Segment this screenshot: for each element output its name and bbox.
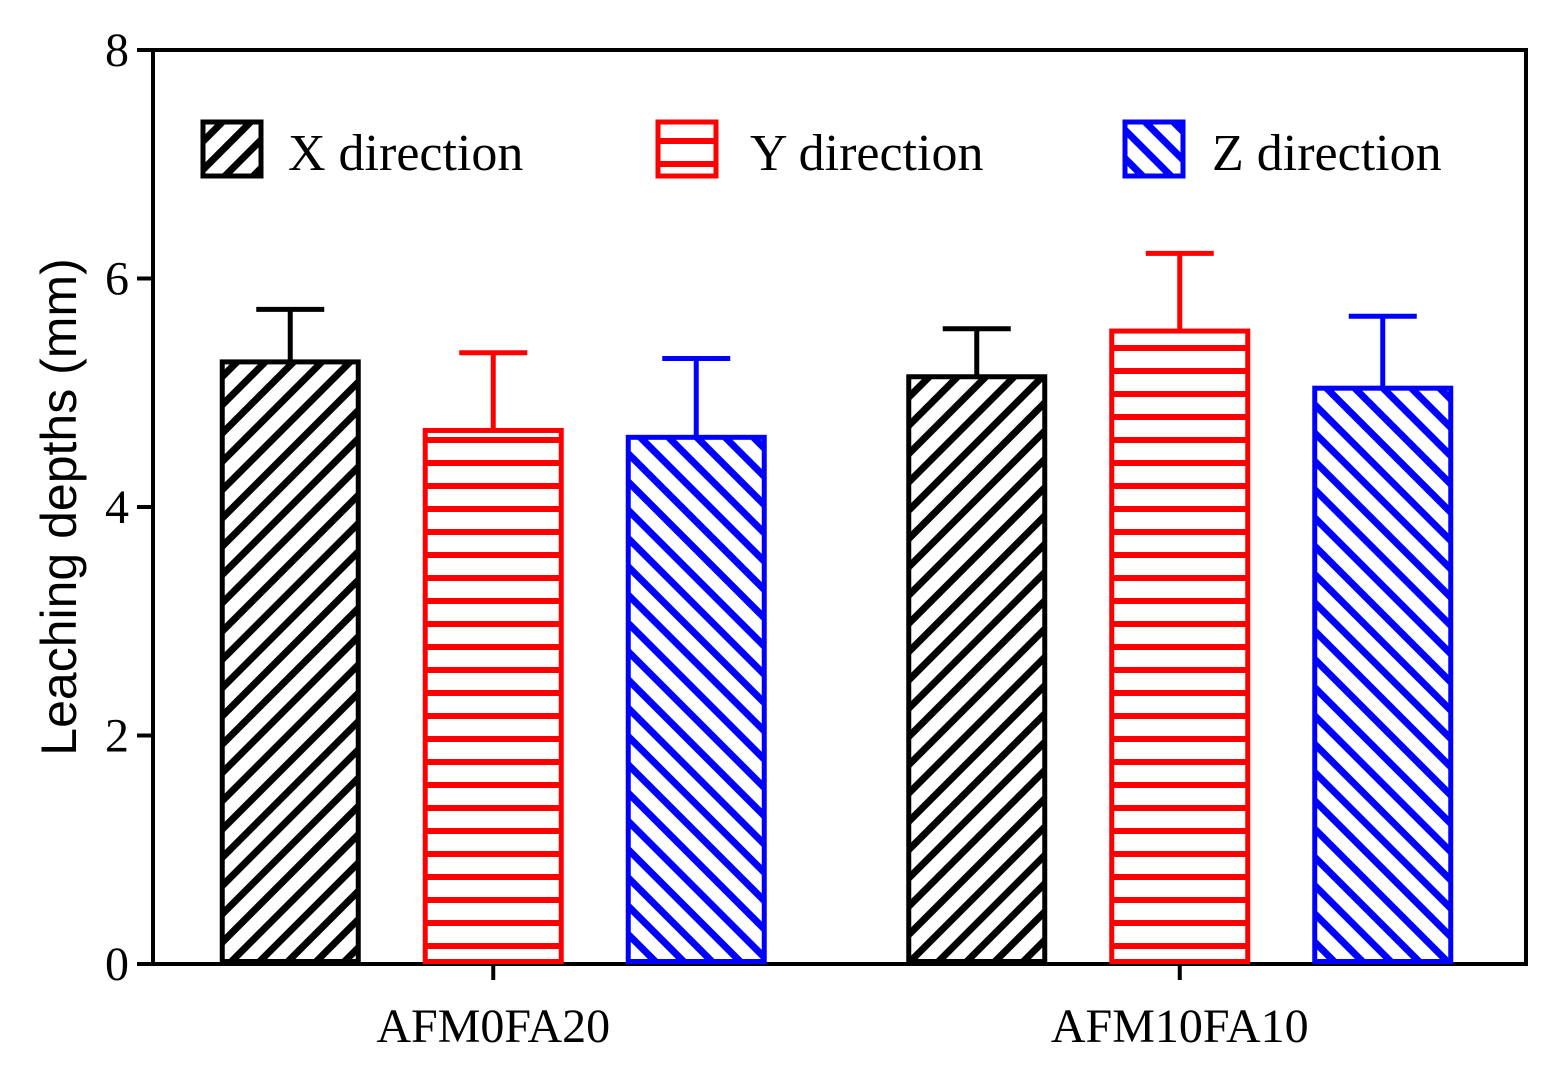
y-tick-label: 6: [105, 253, 129, 306]
legend-item-y: Y direction: [655, 119, 983, 182]
legend-label-x: X direction: [288, 125, 523, 182]
bar: [906, 374, 1048, 964]
error-bars-group: [256, 250, 1417, 438]
legend: X direction Y direction Z direction: [200, 119, 1442, 182]
y-tick-label: 8: [105, 24, 129, 77]
legend-label-y: Y direction: [750, 125, 983, 182]
bars-group: [219, 328, 1454, 964]
bar: [219, 359, 361, 964]
legend-swatch-y: [655, 119, 719, 179]
bar: [1109, 328, 1251, 964]
x-axis: AFM0FA20 AFM10FA10: [376, 964, 1309, 1053]
bar: [625, 434, 767, 964]
x-tick-label: AFM0FA20: [376, 1000, 610, 1053]
x-tick-label: AFM10FA10: [1051, 1000, 1309, 1053]
bar: [1312, 385, 1454, 964]
legend-swatch-z: [1122, 119, 1186, 179]
legend-swatch-x: [200, 119, 264, 179]
y-axis-title: Leaching depths (mm): [31, 258, 87, 755]
legend-item-x: X direction: [200, 119, 523, 182]
y-tick-label: 4: [105, 481, 129, 534]
legend-label-z: Z direction: [1212, 125, 1442, 182]
y-tick-label: 2: [105, 710, 129, 763]
legend-item-z: Z direction: [1122, 119, 1442, 182]
y-axis: 0 2 4 6 8: [105, 24, 153, 991]
bar: [422, 427, 564, 964]
y-tick-label: 0: [105, 938, 129, 991]
